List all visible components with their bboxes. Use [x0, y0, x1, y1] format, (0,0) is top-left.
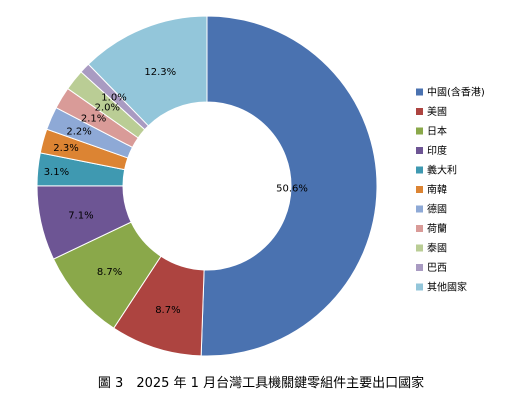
legend-swatch	[416, 264, 423, 271]
slice-value-label: 7.1%	[68, 210, 93, 221]
legend-swatch	[416, 127, 423, 135]
legend-swatch	[416, 108, 423, 115]
legend-label: 印度	[427, 144, 447, 157]
legend-label: 泰國	[427, 242, 447, 255]
legend-swatch	[416, 283, 423, 291]
legend-label: 其他國家	[427, 281, 467, 294]
legend-label: 美國	[427, 105, 447, 118]
donut-slice	[87, 15, 208, 127]
slice-value-label: 2.2%	[66, 127, 91, 138]
slice-value-label: 2.0%	[95, 103, 120, 114]
legend-swatch	[416, 244, 423, 252]
legend-swatch	[416, 205, 423, 213]
legend-label: 中國(含香港)	[427, 86, 485, 99]
legend-swatch	[416, 166, 423, 174]
donut-slice	[200, 15, 378, 357]
legend-label: 日本	[427, 125, 447, 138]
slice-value-label: 8.7%	[97, 267, 122, 278]
legend-label: 義大利	[427, 164, 457, 177]
legend-swatch	[416, 186, 423, 193]
legend-swatch	[416, 88, 423, 96]
slice-value-label: 2.1%	[81, 113, 106, 124]
slice-labels: 50.6% 8.7% 8.7% 7.1% 3.1% 2.3% 2.2% 2.1%2.0%1.0…	[44, 67, 308, 316]
slice-value-label: 3.1%	[44, 167, 69, 178]
legend-label: 南韓	[427, 183, 447, 196]
legend-label: 巴西	[427, 262, 447, 274]
legend-label: 德國	[427, 203, 447, 216]
legend-swatch	[416, 225, 423, 232]
donut-chart: 50.6% 8.7% 8.7% 7.1% 3.1% 2.3% 2.2% 2.1%2.0%1.0…	[36, 15, 485, 357]
slice-value-label: 12.3%	[144, 67, 176, 78]
slice-value-label: 8.7%	[155, 305, 180, 316]
legend-swatch	[416, 147, 423, 154]
legend-label: 荷蘭	[427, 222, 447, 235]
slice-value-label: 50.6%	[276, 184, 308, 195]
slice-value-label: 2.3%	[53, 143, 78, 154]
figure-caption: 圖 3 2025 年 1 月台灣工具機關鍵零組件主要出口國家	[97, 376, 425, 391]
slice-value-label: 1.0%	[101, 92, 126, 103]
donut-slices	[36, 15, 378, 357]
